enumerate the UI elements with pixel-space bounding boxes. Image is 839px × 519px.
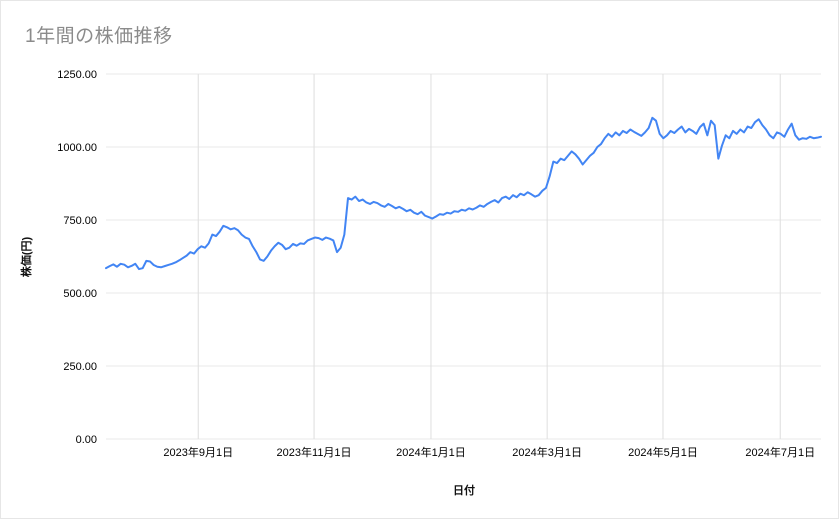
y-tick-label: 750.00 <box>63 215 97 227</box>
horizontal-gridlines <box>106 73 821 440</box>
x-axis-tick-labels: 2023年9月1日 2023年11月1日 2024年1月1日 2024年3月1日 202… <box>163 445 815 459</box>
x-tick-label: 2024年7月1日 <box>745 445 815 459</box>
y-tick-label: 1250.00 <box>57 69 97 81</box>
y-tick-label: 1000.00 <box>57 142 97 154</box>
y-tick-label: 250.00 <box>63 361 97 373</box>
x-tick-label: 2023年11月1日 <box>277 445 352 459</box>
y-axis-title: 株価(円) <box>19 237 33 278</box>
x-tick-label: 2024年5月1日 <box>628 445 698 459</box>
price-line <box>105 116 822 271</box>
x-tick-label: 2024年1月1日 <box>396 445 466 459</box>
y-tick-label: 500.00 <box>63 288 97 300</box>
y-tick-label: 0.00 <box>76 434 97 446</box>
line-chart: 0.00 250.00 500.00 750.00 1000.00 1250.00 202… <box>19 69 822 497</box>
chart-title: 1年間の株価推移 <box>25 26 173 47</box>
price-line-series <box>105 116 822 271</box>
x-axis-title: 日付 <box>453 483 475 497</box>
vertical-gridlines <box>197 74 781 439</box>
y-axis-tick-labels: 0.00 250.00 500.00 750.00 1000.00 1250.00 <box>57 69 97 446</box>
x-tick-label: 2023年9月1日 <box>163 445 233 459</box>
x-tick-label: 2024年3月1日 <box>512 445 582 459</box>
